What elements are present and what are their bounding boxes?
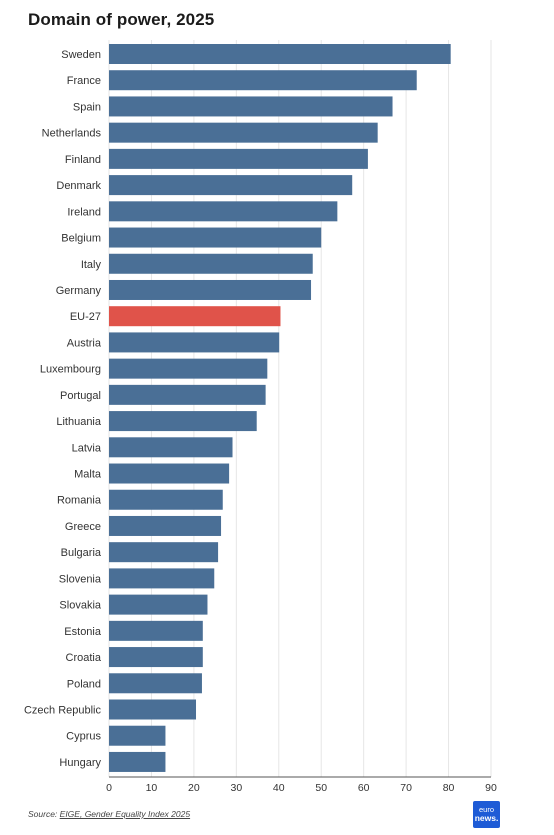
bar: [109, 201, 338, 222]
x-tick-label: 10: [146, 782, 158, 794]
category-label: EU-27: [70, 311, 101, 323]
category-label: Poland: [67, 678, 101, 690]
source-note: Source: EIGE, Gender Equality Index 2025: [28, 809, 190, 819]
category-label: Hungary: [59, 757, 101, 769]
source-link[interactable]: EIGE, Gender Equality Index 2025: [59, 809, 191, 819]
x-tick-label: 60: [358, 782, 370, 794]
bar: [109, 437, 233, 458]
category-label: Finland: [65, 154, 101, 166]
bar: [109, 542, 219, 563]
bar: [109, 594, 208, 615]
category-label: Czech Republic: [24, 705, 102, 717]
bar: [109, 515, 222, 536]
category-label: Greece: [65, 521, 101, 533]
bar: [109, 463, 230, 484]
bar: [109, 725, 166, 746]
logo-line-2: news.: [474, 813, 499, 823]
category-label: Bulgaria: [61, 547, 102, 559]
bar: [109, 279, 312, 300]
category-label: Portugal: [60, 390, 101, 402]
bar: [109, 647, 203, 668]
category-label: Latvia: [72, 442, 102, 454]
logo-line-1: euro: [478, 805, 494, 814]
bar: [109, 175, 353, 196]
category-label: Austria: [67, 337, 102, 349]
category-label: Luxembourg: [40, 364, 101, 376]
bar: [109, 384, 266, 405]
chart-title: Domain of power, 2025: [28, 10, 215, 29]
x-tick-label: 80: [443, 782, 455, 794]
bar: [109, 699, 197, 720]
bar: [109, 489, 223, 510]
category-label: Lithuania: [56, 416, 102, 428]
category-label: Spain: [73, 101, 101, 113]
bar: [109, 306, 281, 327]
category-label: Cyprus: [66, 731, 101, 743]
category-label: Germany: [56, 285, 102, 297]
euronews-logo: euro news.: [473, 801, 500, 828]
category-label: Netherlands: [42, 128, 102, 140]
category-label: Estonia: [64, 626, 102, 638]
bar: [109, 673, 202, 694]
category-label: Denmark: [56, 180, 101, 192]
x-tick-label: 50: [315, 782, 327, 794]
bar-chart: Sweden France Spain Netherlands Finland Denma…: [24, 40, 497, 794]
x-tick-label: 20: [188, 782, 200, 794]
category-label: Slovenia: [59, 573, 102, 585]
category-label: France: [67, 75, 101, 87]
category-label: Slovakia: [59, 600, 101, 612]
category-label: Romania: [57, 495, 102, 507]
bar: [109, 358, 268, 379]
bar: [109, 44, 451, 64]
bar: [109, 70, 417, 91]
source-prefix: Source:: [28, 809, 60, 819]
x-tick-label: 30: [230, 782, 242, 794]
category-label: Italy: [81, 259, 102, 271]
x-tick-label: 40: [273, 782, 285, 794]
bar: [109, 751, 166, 772]
bar: [109, 620, 203, 641]
category-label: Croatia: [66, 652, 102, 664]
bar: [109, 253, 313, 274]
bar: [109, 568, 215, 589]
bar: [109, 227, 322, 248]
category-label: Ireland: [67, 206, 101, 218]
x-tick-label: 90: [485, 782, 497, 794]
x-tick-label: 70: [400, 782, 412, 794]
category-label: Belgium: [61, 233, 101, 245]
x-tick-label: 0: [106, 782, 112, 794]
bar: [109, 411, 257, 432]
bar: [109, 122, 378, 143]
category-label: Sweden: [61, 49, 101, 61]
bar: [109, 148, 368, 169]
bar: [109, 332, 280, 353]
category-label: Malta: [74, 469, 102, 481]
bar: [109, 96, 393, 117]
